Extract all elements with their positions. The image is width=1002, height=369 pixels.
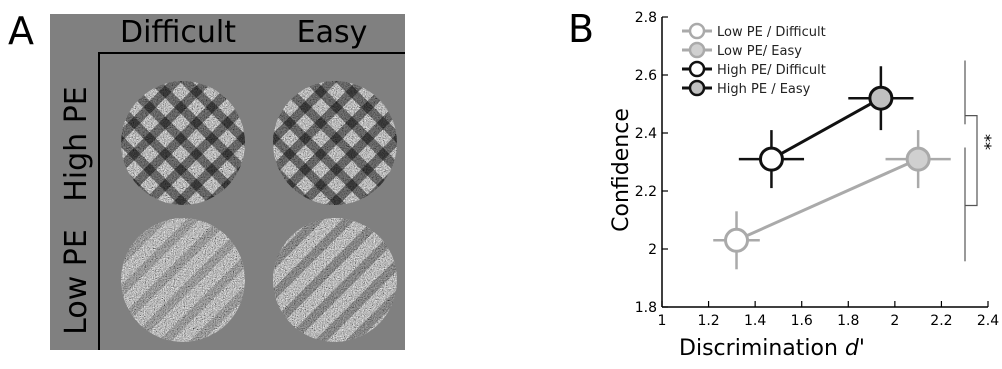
legend-item-0: Low PE / Difficult: [682, 22, 826, 40]
col-header-difficult: Difficult: [120, 15, 236, 50]
stimulus-grid-svg: Difficult Easy High PE Low PE: [50, 14, 405, 350]
legend-item-1: Low PE/ Easy: [682, 41, 802, 59]
y-tick-label: 2.6: [635, 68, 657, 84]
legend-label: High PE/ Difficult: [717, 63, 826, 78]
significance-bracket: **: [964, 60, 995, 262]
y-tick-label: 2.4: [635, 126, 657, 142]
chart-panel: 1 1.2 1.4 1.6 1.8 2 2.2 2.4 1.8 2 2.2 2.4 2.6 2.8 Low…: [600, 0, 1002, 365]
row-header-low-pe: Low PE: [59, 229, 94, 335]
significance-stars: **: [976, 134, 995, 150]
x-tick-label: 2: [890, 313, 899, 329]
panel-a-letter: A: [8, 9, 34, 53]
y-tick-label: 2.8: [635, 10, 657, 26]
col-header-easy: Easy: [297, 15, 368, 50]
y-tick-label: 2.2: [635, 184, 657, 200]
x-tick-label: 1.6: [791, 313, 813, 329]
x-axis-label: Discrimination d': [679, 336, 865, 361]
y-axis-label: Confidence: [609, 108, 634, 232]
data-point-2: [738, 130, 805, 189]
x-tick-label: 2.4: [977, 313, 999, 329]
y-tick-label: 1.8: [635, 300, 657, 316]
series-line-low: [735, 157, 919, 242]
legend-swatch-marker: [688, 60, 706, 78]
point-marker: [868, 85, 894, 111]
legend-swatch-marker: [688, 22, 706, 40]
chart-lines: [735, 96, 919, 242]
legend-label: High PE / Easy: [717, 82, 811, 97]
stimulus-low-pe-difficult: [121, 218, 245, 342]
stimulus-high-pe-easy: [273, 81, 397, 205]
legend-label: Low PE / Difficult: [717, 25, 826, 40]
stimulus-low-pe-easy: [273, 218, 397, 342]
panel-b-letter: B: [568, 7, 595, 51]
data-point-0: [713, 211, 760, 270]
x-tick-label: 1: [658, 313, 667, 329]
chart-legend: Low PE / Difficult Low PE/ Easy High PE/ D…: [682, 22, 826, 97]
x-tick-label: 1.8: [837, 313, 859, 329]
confidence-chart: 1 1.2 1.4 1.6 1.8 2 2.2 2.4 1.8 2 2.2 2.4 2.6 2.8 Low…: [609, 10, 999, 361]
point-marker: [758, 146, 784, 172]
row-header-high-pe: High PE: [59, 86, 94, 202]
point-marker: [905, 146, 931, 172]
legend-item-2: High PE/ Difficult: [682, 60, 826, 78]
stimulus-high-pe-difficult: [121, 81, 245, 205]
data-point-3: [848, 66, 914, 131]
x-tick-label: 2.2: [930, 313, 952, 329]
series-line-high: [770, 96, 882, 161]
legend-label: Low PE/ Easy: [717, 44, 802, 59]
chart-points: [713, 66, 951, 270]
point-marker: [724, 227, 750, 253]
y-tick-label: 2: [648, 242, 657, 258]
x-tick-label: 1.4: [744, 313, 766, 329]
legend-swatch-marker: [688, 79, 706, 97]
chart-axes: 1 1.2 1.4 1.6 1.8 2 2.2 2.4 1.8 2 2.2 2.4 2.6 2.8: [635, 10, 999, 329]
x-tick-label: 1.2: [697, 313, 719, 329]
data-point-1: [885, 130, 951, 189]
legend-swatch-marker: [688, 41, 706, 59]
stimulus-grid-panel: Difficult Easy High PE Low PE: [50, 14, 405, 350]
bracket-comparison: [965, 114, 978, 207]
legend-item-3: High PE / Easy: [682, 79, 811, 97]
